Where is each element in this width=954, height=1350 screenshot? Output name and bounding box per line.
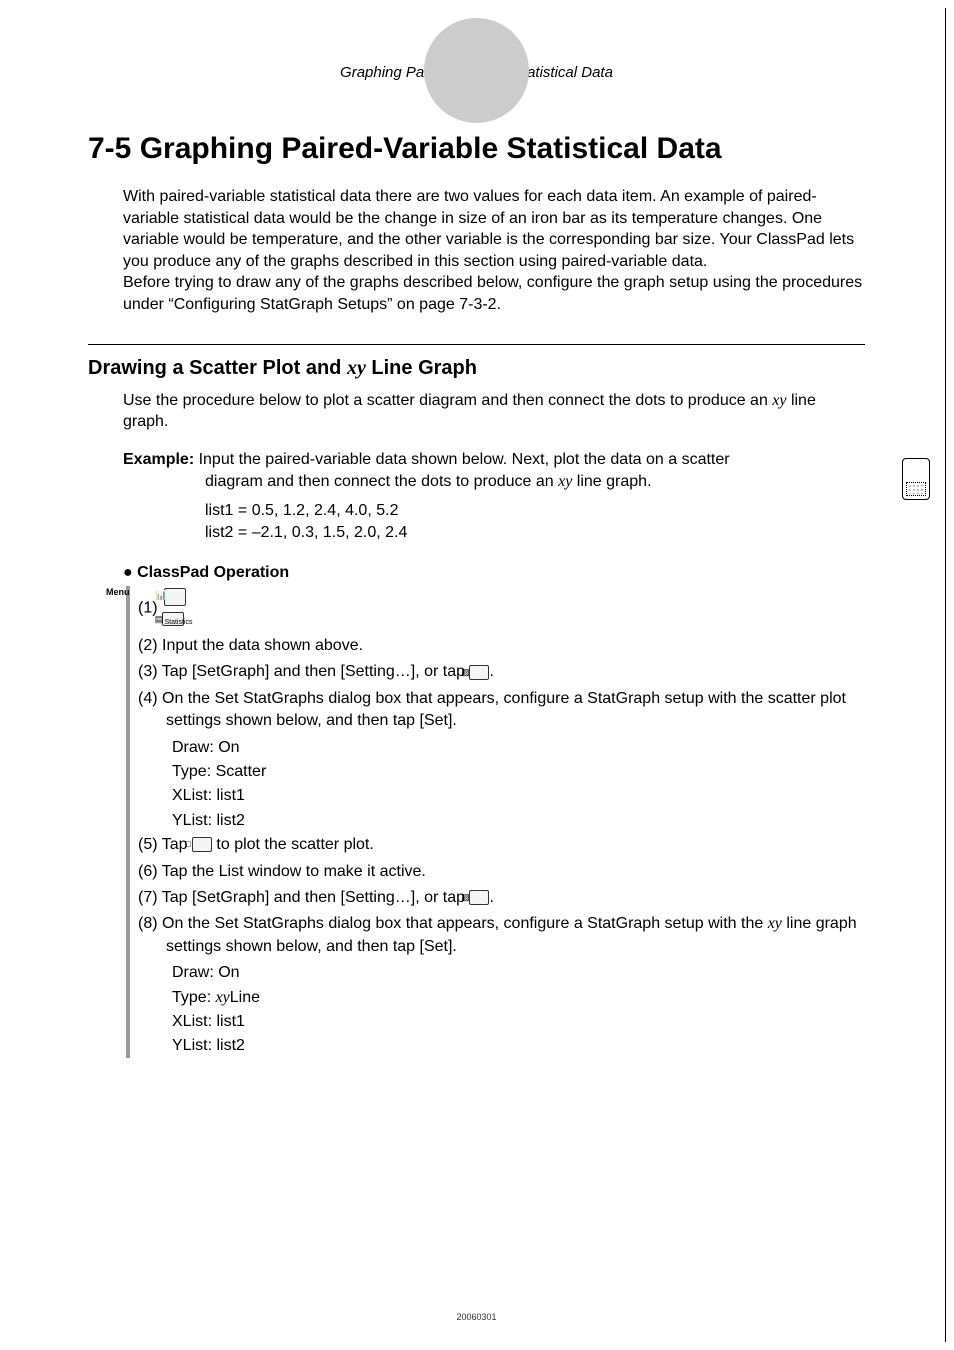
example-line2-post: line graph. [572,473,651,490]
plot-icon[interactable]: □ [192,837,212,852]
section-para-ital: xy [772,392,786,409]
step-7-pre: (7) Tap [SetGraph] and then [Setting…], … [138,889,469,906]
step-7: (7) Tap [SetGraph] and then [Setting…], … [138,887,865,909]
section-para-pre: Use the procedure below to plot a scatte… [123,392,772,409]
step-3: (3) Tap [SetGraph] and then [Setting…], … [138,661,865,683]
example-lists: list1 = 0.5, 1.2, 2.4, 4.0, 5.2 list2 = … [205,500,865,545]
header-badge-circle [424,18,529,123]
step-6: (6) Tap the List window to make it activ… [138,861,865,883]
step-8-type: Type: xyLine [172,987,865,1009]
example-block: Example: Input the paired-variable data … [123,449,865,545]
operation-heading-text: ClassPad Operation [137,564,289,581]
step-3-post: . [489,663,493,680]
example-line2-ital: xy [558,473,572,490]
example-list2: list2 = –2.1, 0.3, 1.5, 2.0, 2.4 [205,522,865,544]
step-7-post: . [489,889,493,906]
section-paragraph: Use the procedure below to plot a scatte… [123,390,865,433]
step-2: (2) Input the data shown above. [138,635,865,657]
step-8-draw: Draw: On [172,962,865,984]
step-1: (1) Menu▤ 📊Statistics [138,586,865,631]
step-4-xlist: XList: list1 [172,785,865,807]
section-divider [88,344,865,345]
bullet-icon: ● [123,564,137,581]
example-body: diagram and then connect the dots to pro… [205,471,865,493]
intro-paragraph: With paired-variable statistical data th… [123,186,865,316]
section-title-pre: Drawing a Scatter Plot and [88,357,347,379]
step-5: (5) Tap □ to plot the scatter plot. [138,834,865,856]
page-content: 7-5-1 Graphing Paired-Variable Statistic… [8,8,945,1080]
step-5-pre: (5) Tap [138,836,192,853]
step-8-type-pre: Type: [172,989,216,1006]
setgraph-settings-icon-2[interactable]: ▨ [469,890,489,905]
example-list1: list1 = 0.5, 1.2, 2.4, 4.0, 5.2 [205,500,865,522]
intro-text: With paired-variable statistical data th… [123,188,862,313]
setgraph-settings-icon[interactable]: ▨ [469,665,489,680]
section-title-ital: xy [347,357,366,379]
calculator-side-icon [902,458,930,500]
calculator-keypad-dots [908,484,924,494]
example-line2-pre: diagram and then connect the dots to pro… [205,473,558,490]
step-8-ital: xy [768,915,782,932]
step-4-type: Type: Scatter [172,761,865,783]
section-title: Drawing a Scatter Plot and xy Line Graph [88,357,865,380]
step-3-pre: (3) Tap [SetGraph] and then [Setting…], … [138,663,469,680]
operation-heading: ● ClassPad Operation [123,564,865,582]
example-line1: Input the paired-variable data shown bel… [194,451,729,468]
step-8: (8) On the Set StatGraphs dialog box tha… [138,913,865,958]
step-8-type-post: Line [230,989,260,1006]
statistics-icon[interactable]: 📊 [164,588,186,606]
main-title: 7-5 Graphing Paired-Variable Statistical… [88,132,865,166]
step-4-draw: Draw: On [172,737,865,759]
step-8-xlist: XList: list1 [172,1011,865,1033]
step-8-pre: (8) On the Set StatGraphs dialog box tha… [138,915,768,932]
step-8-type-ital: xy [216,989,230,1006]
step-8-ylist: YList: list2 [172,1035,865,1057]
page-border: 7-5-1 Graphing Paired-Variable Statistic… [8,8,946,1342]
step-4-ylist: YList: list2 [172,810,865,832]
section-title-post: Line Graph [366,357,477,379]
footer-date: 20060301 [8,1312,945,1322]
example-label: Example: [123,451,194,468]
step-4: (4) On the Set StatGraphs dialog box tha… [138,688,865,733]
step-5-post: to plot the scatter plot. [212,836,374,853]
operation-steps: (1) Menu▤ 📊Statistics (2) Input the data… [126,586,865,1057]
